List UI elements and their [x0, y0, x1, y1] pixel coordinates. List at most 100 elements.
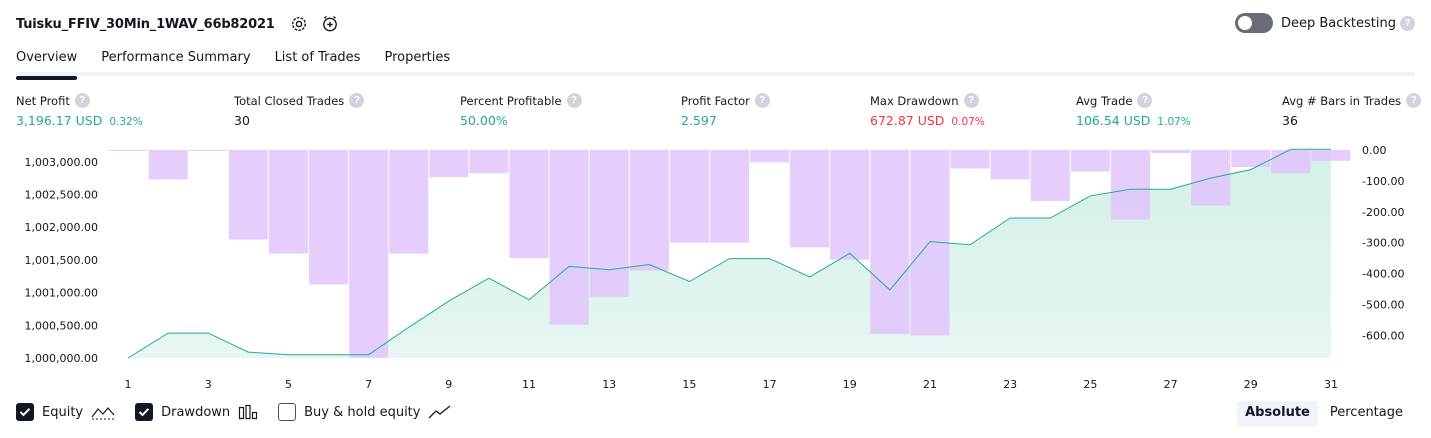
- help-icon[interactable]: ?: [1400, 15, 1415, 31]
- x-axis-tick-label: 19: [843, 378, 857, 391]
- metric-label: Net Profit: [16, 93, 70, 108]
- metric-value: 672.87 USD: [870, 113, 945, 128]
- x-axis-tick-label: 1: [125, 378, 132, 391]
- drawdown-bar: [669, 150, 709, 243]
- metric-label: Avg Trade: [1076, 93, 1133, 108]
- legend-equity[interactable]: Equity: [16, 403, 115, 421]
- left-axis-tick-label: 1,002,000.00: [25, 221, 98, 234]
- help-icon[interactable]: ?: [754, 93, 770, 108]
- right-axis-tick-label: -600.00: [1362, 330, 1404, 343]
- deep-backtesting-label: Deep Backtesting: [1280, 15, 1396, 31]
- legend-drawdown-label: Drawdown: [161, 404, 231, 420]
- drawdown-bar: [509, 150, 549, 259]
- deep-backtesting-toggle[interactable]: [1234, 13, 1273, 33]
- drawdown-bar: [429, 150, 469, 178]
- x-axis-tick-label: 23: [1003, 378, 1017, 391]
- right-axis: 0.00 -100.00 -200.00 -300.00 -400.00 -500.00 -…: [1362, 144, 1404, 343]
- metric-percent: 0.32%: [109, 116, 143, 128]
- tab-performance-summary[interactable]: Performance Summary: [101, 50, 251, 65]
- drawdown-bar: [349, 150, 389, 358]
- buy-hold-checkbox[interactable]: [278, 403, 297, 421]
- right-axis-tick-label: -200.00: [1362, 206, 1404, 219]
- legend-buy-hold[interactable]: Buy & hold equity: [278, 403, 452, 421]
- help-icon[interactable]: ?: [74, 93, 90, 108]
- help-icon[interactable]: ?: [963, 93, 979, 108]
- equity-checkbox[interactable]: [16, 403, 34, 421]
- strategy-title: Tuisku_FFIV_30Min_1WAV_66b82021: [16, 16, 275, 32]
- drawdown-bar: [1311, 150, 1351, 161]
- x-axis-tick-label: 9: [445, 378, 452, 391]
- left-axis-tick-label: 1,002,500.00: [25, 189, 98, 202]
- x-axis-tick-label: 31: [1324, 378, 1338, 391]
- x-axis-tick-label: 29: [1244, 378, 1258, 391]
- add-alert-clock-icon[interactable]: [321, 14, 341, 34]
- drawdown-bar: [469, 150, 509, 174]
- x-axis-tick-label: 15: [682, 378, 696, 391]
- drawdown-bar: [950, 150, 990, 169]
- drawdown-bar: [629, 150, 669, 271]
- tab-properties[interactable]: Properties: [384, 50, 451, 65]
- equity-drawdown-chart[interactable]: 1,003,000.00 1,002,500.00 1,002,000.00 1,00…: [0, 140, 1431, 395]
- left-axis-tick-label: 1,000,000.00: [25, 352, 98, 365]
- left-axis-tick-label: 1,003,000.00: [25, 156, 98, 169]
- header: Tuisku_FFIV_30Min_1WAV_66b82021: [16, 12, 341, 36]
- x-axis-tick-label: 17: [763, 378, 777, 391]
- legend-equity-label: Equity: [42, 404, 84, 420]
- equity-line: [127, 148, 1331, 359]
- legend-buy-hold-label: Buy & hold equity: [304, 404, 421, 420]
- tab-list-of-trades[interactable]: List of Trades: [274, 50, 361, 65]
- buy-hold-line-icon: [428, 404, 452, 420]
- left-axis-tick-label: 1,000,500.00: [25, 319, 98, 332]
- drawdown-bar: [1030, 150, 1070, 201]
- equity-line-path: [127, 148, 1331, 359]
- equity-area-fill: [128, 149, 1331, 358]
- absolute-button[interactable]: Absolute: [1237, 401, 1318, 427]
- x-axis-tick-label: 25: [1083, 378, 1097, 391]
- legend-drawdown[interactable]: Drawdown: [135, 403, 258, 421]
- x-axis: 1 3 5 7 9 11 13 15 17 19 21 23 25 27 29 31: [125, 378, 1339, 391]
- deep-backtesting-control: Deep Backtesting ?: [1234, 13, 1415, 33]
- help-icon[interactable]: ?: [1137, 93, 1153, 108]
- drawdown-bar: [1271, 150, 1311, 174]
- x-axis-tick-label: 13: [602, 378, 616, 391]
- metric-label: Avg # Bars in Trades: [1282, 93, 1402, 108]
- drawdown-bar: [148, 150, 188, 180]
- left-axis: 1,003,000.00 1,002,500.00 1,002,000.00 1,00…: [25, 156, 98, 365]
- x-axis-tick-label: 5: [285, 378, 292, 391]
- right-axis-tick-label: 0.00: [1362, 144, 1387, 157]
- right-axis-tick-label: -300.00: [1362, 237, 1404, 250]
- drawdown-bar: [990, 150, 1030, 180]
- metric-total-closed-trades: Total Closed Trades? 30: [234, 93, 365, 128]
- x-axis-tick-label: 11: [522, 378, 536, 391]
- percentage-button[interactable]: Percentage: [1329, 405, 1403, 420]
- left-axis-tick-label: 1,001,000.00: [25, 287, 98, 300]
- drawdown-checkbox[interactable]: [135, 403, 154, 421]
- metric-label: Max Drawdown: [870, 93, 959, 108]
- metric-avg-trade: Avg Trade? 106.54 USD 1.07%: [1076, 93, 1191, 128]
- drawdown-bar: [1231, 150, 1271, 167]
- settings-gear-icon[interactable]: [289, 14, 309, 34]
- metric-percent: 1.07%: [1157, 116, 1191, 128]
- drawdown-bar: [790, 150, 830, 248]
- x-axis-tick-label: 7: [365, 378, 372, 391]
- right-axis-tick-label: -400.00: [1362, 268, 1404, 281]
- drawdown-bar: [710, 150, 750, 243]
- drawdown-bar: [228, 150, 268, 240]
- metric-avg-bars-in-trades: Avg # Bars in Trades? 36: [1282, 93, 1422, 128]
- help-icon[interactable]: ?: [566, 93, 582, 108]
- drawdown-bar: [830, 150, 870, 260]
- x-axis-tick-label: 27: [1164, 378, 1178, 391]
- metric-value: 50.00%: [460, 113, 508, 128]
- help-icon[interactable]: ?: [1406, 93, 1422, 108]
- metric-value: 36: [1282, 113, 1298, 128]
- drawdown-bars-icon: [238, 404, 258, 420]
- metric-value: 3,196.17 USD: [16, 113, 103, 128]
- help-icon[interactable]: ?: [349, 93, 365, 108]
- drawdown-bar: [750, 150, 790, 163]
- metric-profit-factor: Profit Factor? 2.597: [681, 93, 770, 128]
- metric-percent-profitable: Percent Profitable? 50.00%: [460, 93, 582, 128]
- drawdown-bar: [870, 150, 910, 334]
- metric-label: Percent Profitable: [460, 93, 562, 108]
- tab-overview[interactable]: Overview: [16, 40, 78, 80]
- drawdown-bar: [389, 150, 429, 254]
